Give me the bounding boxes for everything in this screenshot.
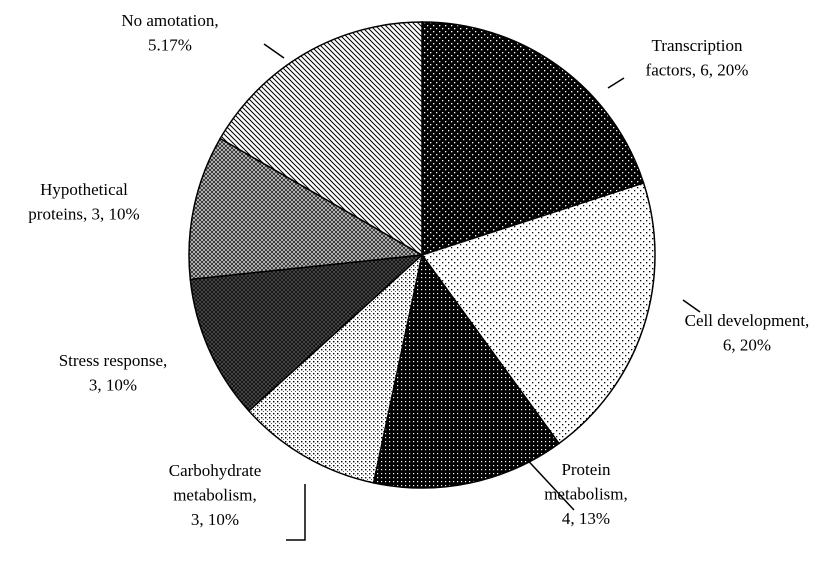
slice-label: Protein xyxy=(561,460,611,479)
slice-label: factors, 6, 20% xyxy=(646,60,749,79)
pie-slice xyxy=(372,253,561,489)
slice-label: Hypothetical xyxy=(40,180,128,199)
pie-slice xyxy=(420,182,656,445)
slice-label: Carbohydrate xyxy=(169,461,262,480)
pie-slice xyxy=(188,137,425,281)
slice-label: 4, 13% xyxy=(562,509,610,528)
slice-label: 3, 10% xyxy=(89,375,137,394)
slice-label: metabolism, xyxy=(544,484,628,503)
slice-label: Stress response, xyxy=(59,351,168,370)
slice-label: 3, 10% xyxy=(191,510,239,529)
slice-label: Transcription xyxy=(652,36,743,55)
pie-slice xyxy=(189,254,425,412)
slice-label: 6, 20% xyxy=(723,335,771,354)
slice-label: Cell development, xyxy=(685,311,810,330)
pie-slice xyxy=(219,21,423,257)
pie-slice xyxy=(247,252,424,484)
slice-label: proteins, 3, 10% xyxy=(28,204,139,223)
slice-label: 5.17% xyxy=(148,35,192,54)
pie-slice xyxy=(421,21,645,257)
slice-label: No amotation, xyxy=(121,11,218,30)
slice-label: metabolism, xyxy=(173,485,257,504)
